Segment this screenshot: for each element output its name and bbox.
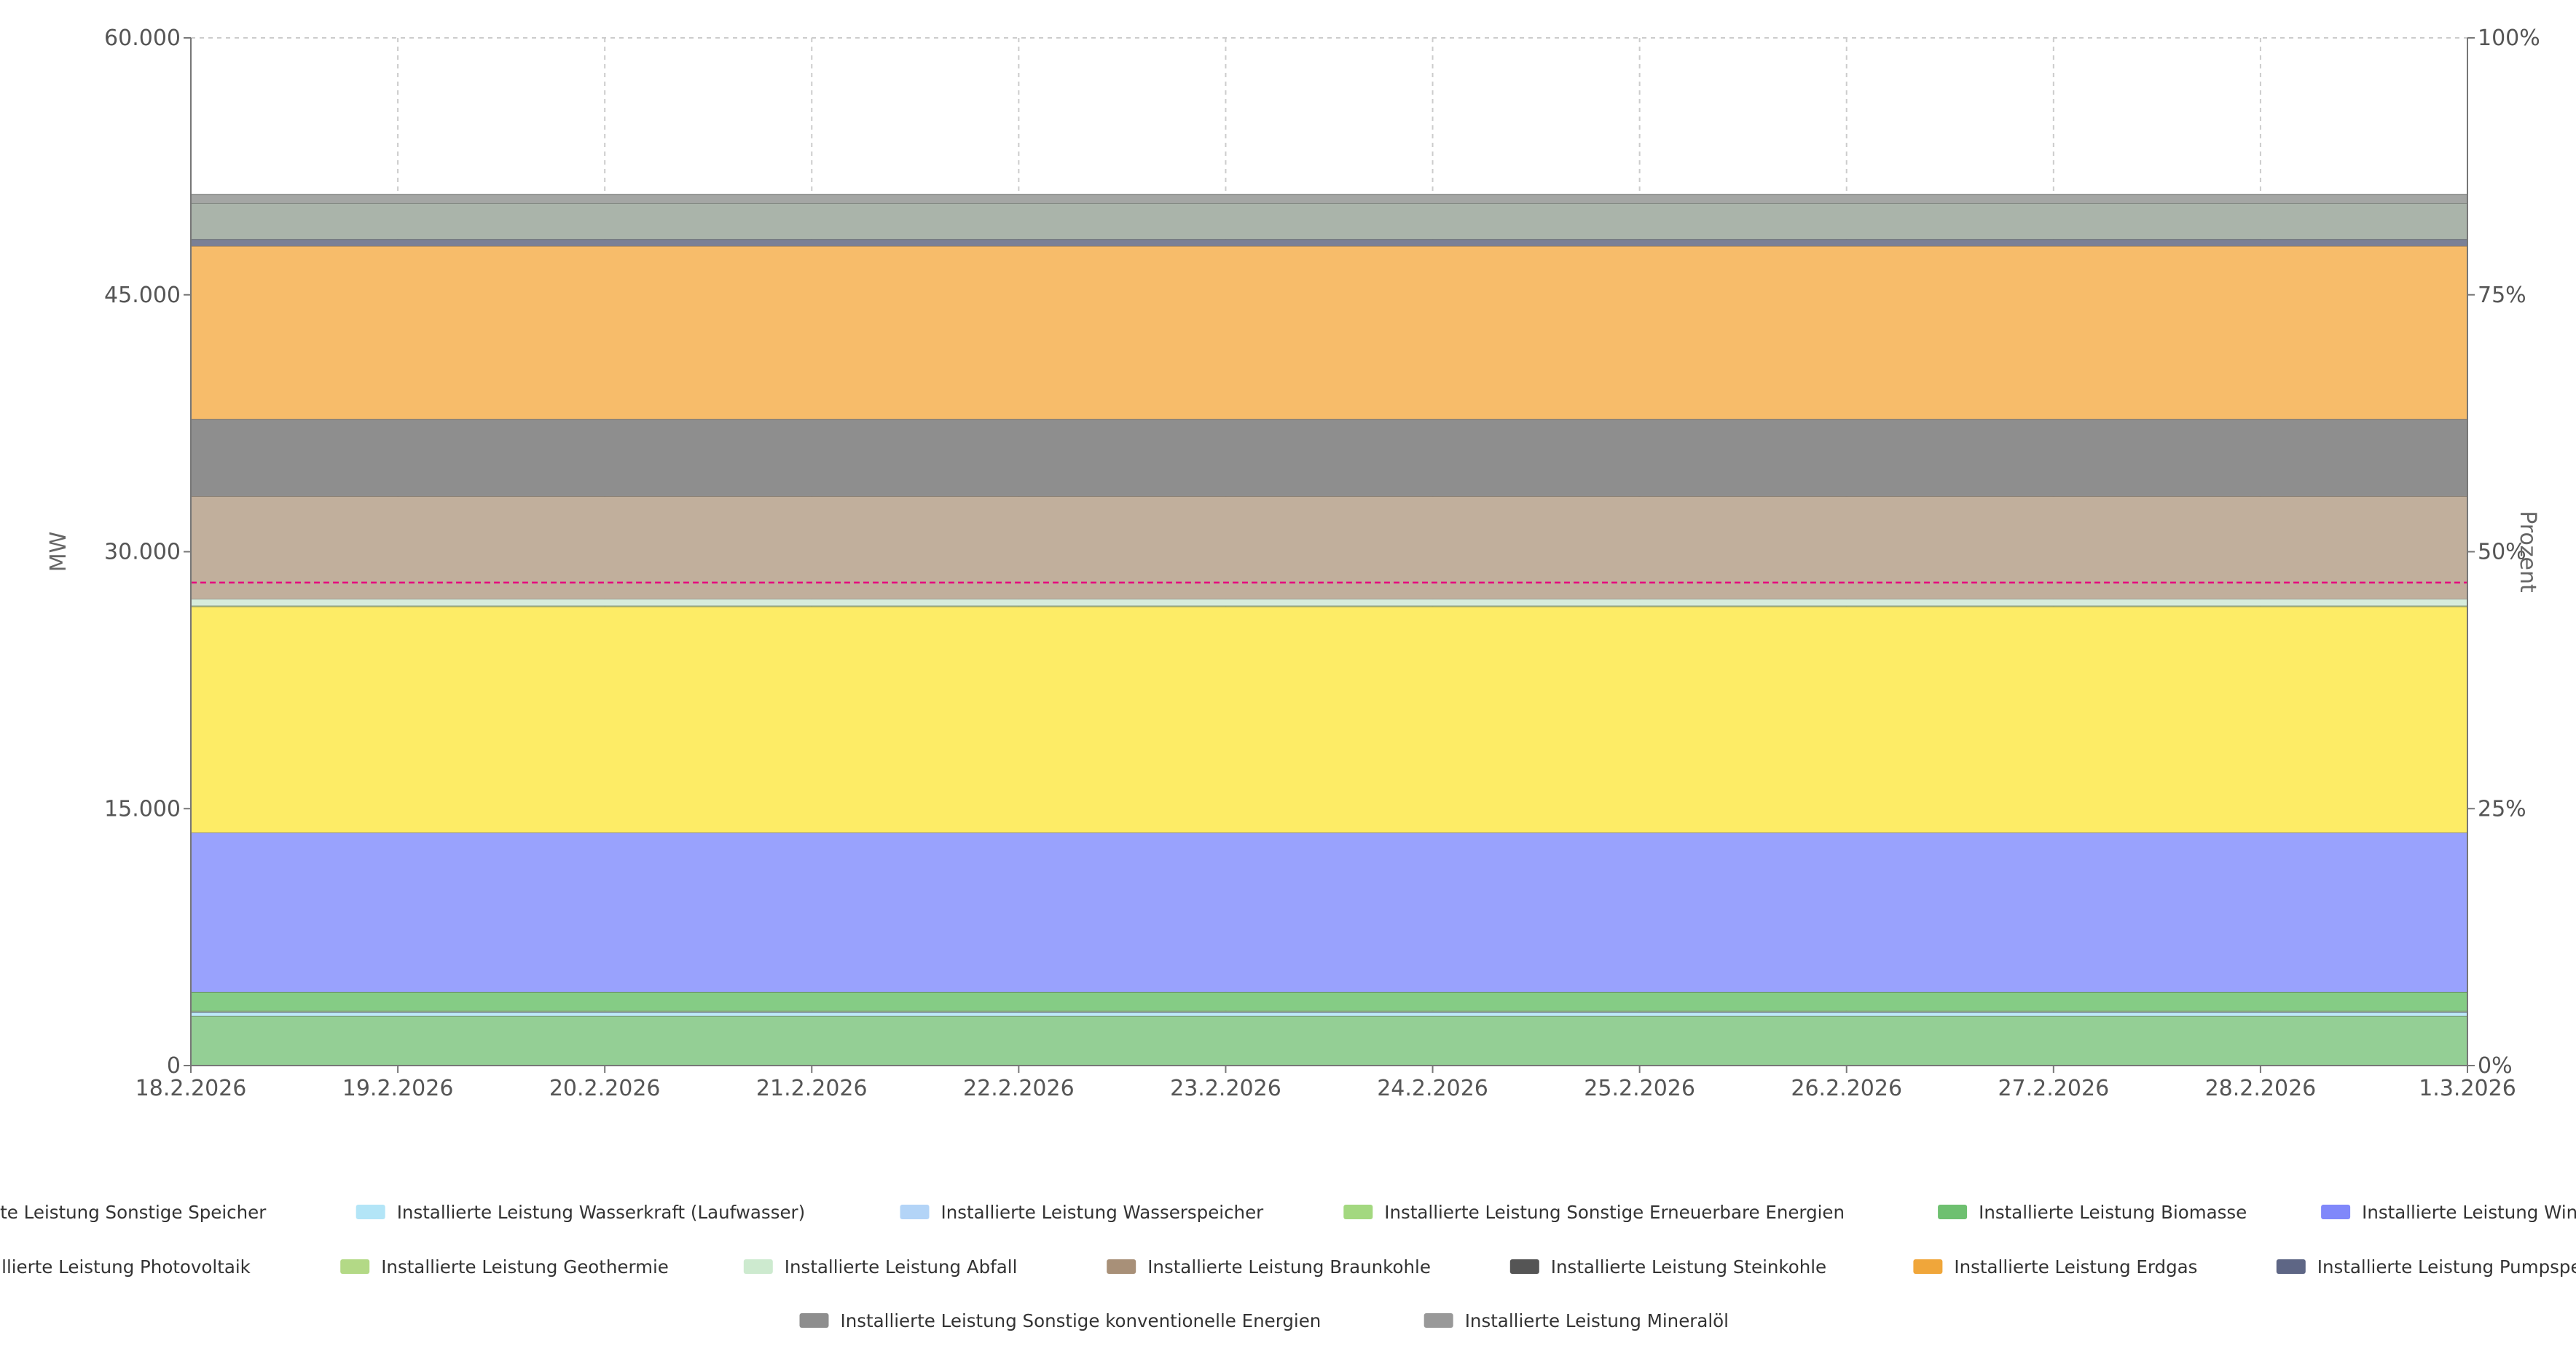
legend-item[interactable]: Installierte Leistung Geothermie <box>340 1256 669 1278</box>
legend-label: Installierte Leistung Geothermie <box>381 1256 669 1278</box>
x-tick-label: 21.2.2026 <box>756 1076 868 1101</box>
y-tick-label: 0 <box>167 1053 181 1079</box>
legend-label: Installierte Leistung Mineralöl <box>1465 1310 1729 1331</box>
y-right-tick-label: 75% <box>2478 283 2526 308</box>
area-series-6 <box>191 606 2467 833</box>
legend-label: Installierte Leistung Biomasse <box>1979 1202 2247 1223</box>
legend-swatch <box>356 1205 385 1219</box>
area-series-5 <box>191 832 2467 992</box>
area-series-1 <box>191 1012 2467 1016</box>
legend-swatch <box>340 1259 370 1274</box>
legend-swatch <box>1343 1205 1373 1219</box>
area-series-0 <box>191 1015 2467 1066</box>
legend-label: Installierte Leistung Steinkohle <box>1551 1256 1826 1278</box>
legend-label: Installierte Leistung Sonstige Speicher <box>0 1202 267 1223</box>
legend-item[interactable]: Installierte Leistung Sonstige konventio… <box>799 1310 1322 1331</box>
legend-label: Installierte Leistung Pumpspeicher <box>2317 1256 2576 1278</box>
legend-swatch <box>1509 1259 1539 1274</box>
legend-item[interactable]: Installierte Leistung Steinkohle <box>1509 1256 1826 1278</box>
area-series-10 <box>191 419 2467 497</box>
legend-item[interactable]: Installierte Leistung Sonstige Speicher <box>0 1202 267 1223</box>
legend-swatch <box>1424 1313 1453 1328</box>
legend-swatch <box>2276 1259 2306 1274</box>
legend-label: Installierte Leistung Photovoltaik <box>0 1256 251 1278</box>
legend-item[interactable]: Installierte Leistung Mineralöl <box>1424 1310 1729 1331</box>
legend-item[interactable]: Installierte Leistung Erdgas <box>1913 1256 2197 1278</box>
legend-label: Installierte Leistung Wasserspeicher <box>941 1202 1265 1223</box>
legend: Installierte Leistung Sonstige Speicher I… <box>0 1202 2576 1331</box>
legend-item[interactable]: Installierte Leistung Wasserspeicher <box>900 1202 1265 1223</box>
legend-item[interactable]: Installierte Leistung Photovoltaik <box>0 1256 251 1278</box>
legend-swatch <box>900 1205 930 1219</box>
x-tick-label: 27.2.2026 <box>1998 1076 2109 1101</box>
area-series-12 <box>191 239 2467 246</box>
legend-item[interactable]: Installierte Leistung Sonstige Erneuerba… <box>1343 1202 1845 1223</box>
y-tick-label: 15.000 <box>104 796 181 822</box>
legend-swatch <box>1107 1259 1136 1274</box>
legend-label: Installierte Leistung Sonstige Erneuerba… <box>1384 1202 1845 1223</box>
area-series-11 <box>191 245 2467 420</box>
area-series-4 <box>191 991 2467 1011</box>
y-right-tick-label: 50% <box>2478 540 2526 565</box>
legend-item[interactable]: Installierte Leistung Wasserkraft (Laufw… <box>356 1202 805 1223</box>
legend-swatch <box>743 1259 773 1274</box>
y-right-tick-label: 25% <box>2478 796 2526 822</box>
y-tick-label: 45.000 <box>104 283 181 308</box>
y-right-axis-ticks: 0% 25% 50% 75% 100% <box>2467 25 2540 1079</box>
legend-item[interactable]: Installierte Leistung Windenergie <box>2321 1202 2576 1223</box>
legend-item[interactable]: Installierte Leistung Braunkohle <box>1107 1256 1431 1278</box>
legend-item[interactable]: Installierte Leistung Pumpspeicher <box>2276 1256 2576 1278</box>
x-tick-label: 23.2.2026 <box>1170 1076 1281 1101</box>
y-right-tick-label: 100% <box>2478 25 2540 51</box>
x-tick-label: 22.2.2026 <box>963 1076 1075 1101</box>
grid-lines <box>190 37 2468 1066</box>
x-tick-label: 20.2.2026 <box>549 1076 661 1101</box>
legend-label: Installierte Leistung Erdgas <box>1954 1256 2197 1278</box>
x-tick-label: 18.2.2026 <box>136 1076 247 1101</box>
legend-label: Installierte Leistung Sonstige konventio… <box>841 1310 1322 1331</box>
x-tick-label: 1.3.2026 <box>2419 1076 2516 1101</box>
x-tick-label: 26.2.2026 <box>1791 1076 1902 1101</box>
area-series-14 <box>191 194 2467 203</box>
x-tick-label: 24.2.2026 <box>1377 1076 1488 1101</box>
y-axis-title: MW <box>46 532 71 572</box>
x-axis-ticks: 18.2.2026 19.2.2026 20.2.2026 21.2.2026 22.2… <box>136 1066 2516 1101</box>
x-tick-label: 25.2.2026 <box>1584 1076 1695 1101</box>
legend-swatch <box>1938 1205 1968 1219</box>
area-series-8 <box>191 599 2467 606</box>
legend-swatch <box>799 1313 829 1328</box>
legend-item[interactable]: Installierte Leistung Abfall <box>743 1256 1018 1278</box>
y-tick-label: 60.000 <box>104 25 181 51</box>
legend-swatch <box>2321 1205 2351 1219</box>
y-axis-ticks: 0 15.000 30.000 45.000 60.000 <box>104 25 191 1079</box>
area-series-13 <box>191 202 2467 240</box>
legend-swatch <box>1913 1259 1943 1274</box>
x-tick-label: 28.2.2026 <box>2205 1076 2317 1101</box>
legend-label: Installierte Leistung Windenergie <box>2362 1202 2576 1223</box>
legend-label: Installierte Leistung Abfall <box>785 1256 1018 1278</box>
x-tick-label: 19.2.2026 <box>342 1076 454 1101</box>
legend-label: Installierte Leistung Wasserkraft (Laufw… <box>397 1202 805 1223</box>
y-tick-label: 30.000 <box>104 540 181 565</box>
legend-item[interactable]: Installierte Leistung Biomasse <box>1938 1202 2247 1223</box>
legend-label: Installierte Leistung Braunkohle <box>1147 1256 1431 1278</box>
y-right-tick-label: 0% <box>2478 1053 2513 1079</box>
y-right-axis-title: Prozent <box>2515 511 2540 593</box>
stacked-areas <box>191 194 2467 1066</box>
